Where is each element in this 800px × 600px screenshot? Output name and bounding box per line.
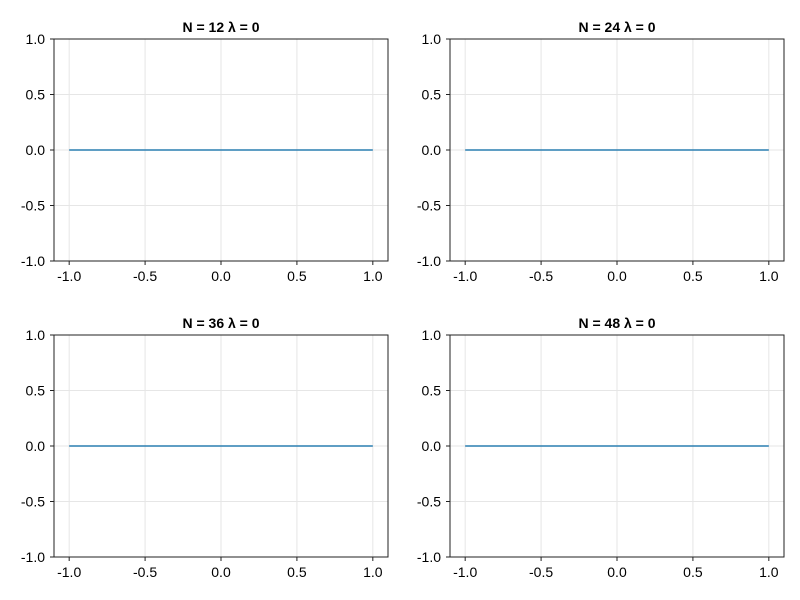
x-tick-label: -0.5: [133, 268, 157, 284]
y-tick-label: -0.5: [21, 494, 45, 510]
x-tick-label: -1.0: [453, 564, 477, 580]
x-tick-label: -0.5: [529, 564, 553, 580]
subplot-2: N = 24 λ = 0 -1.0 -0.5 0.0 0.5 1.0 -1.0 -0.5 0.…: [417, 19, 785, 284]
x-tick-label: 0.0: [607, 564, 627, 580]
subplot-title: N = 48 λ = 0: [578, 315, 655, 331]
y-tick-label: 0.0: [26, 142, 46, 158]
y-tick-label: 0.0: [26, 438, 46, 454]
y-tick-label: 1.0: [26, 31, 46, 47]
y-tick-label: -0.5: [21, 198, 45, 214]
x-tick-label: 1.0: [363, 268, 383, 284]
y-tick-label: 1.0: [26, 327, 46, 343]
x-tick-label: 1.0: [759, 268, 779, 284]
y-tick-label: 0.5: [422, 87, 442, 103]
y-tick-label: -0.5: [417, 198, 441, 214]
y-tick-label: 0.0: [422, 142, 442, 158]
y-tick-label: 0.5: [422, 383, 442, 399]
x-tick-label: 0.0: [211, 268, 231, 284]
x-tick-label: -1.0: [453, 268, 477, 284]
x-tick-label: -1.0: [57, 564, 81, 580]
y-tick-label: 0.0: [422, 438, 442, 454]
x-tick-label: -1.0: [57, 268, 81, 284]
y-tick-label: -1.0: [21, 253, 45, 269]
subplot-title: N = 36 λ = 0: [182, 315, 259, 331]
y-tick-label: 1.0: [422, 327, 442, 343]
x-tick-label: 0.0: [607, 268, 627, 284]
x-tick-label: 1.0: [759, 564, 779, 580]
x-tick-label: 0.5: [683, 564, 703, 580]
x-tick-label: 0.0: [211, 564, 231, 580]
y-tick-label: -0.5: [417, 494, 441, 510]
y-tick-label: 0.5: [26, 383, 46, 399]
y-tick-label: -1.0: [417, 549, 441, 565]
x-tick-label: 0.5: [683, 268, 703, 284]
x-tick-label: 0.5: [287, 268, 307, 284]
subplot-3: N = 36 λ = 0 -1.0 -0.5 0.0 0.5 1.0 -1.0 -0.5 0.…: [21, 315, 389, 580]
x-tick-label: 1.0: [363, 564, 383, 580]
y-tick-label: 1.0: [422, 31, 442, 47]
subplot-4: N = 48 λ = 0 -1.0 -0.5 0.0 0.5 1.0 -1.0 -0.5 0.…: [417, 315, 785, 580]
x-tick-label: 0.5: [287, 564, 307, 580]
y-tick-label: -1.0: [21, 549, 45, 565]
x-tick-label: -0.5: [529, 268, 553, 284]
y-tick-label: -1.0: [417, 253, 441, 269]
x-tick-label: -0.5: [133, 564, 157, 580]
subplot-title: N = 24 λ = 0: [578, 19, 655, 35]
subplot-title: N = 12 λ = 0: [182, 19, 259, 35]
subplot-1: N = 12 λ = 0 -1.0 -0.5 0.0 0.5 1.0 -1.0 -0.5 0.…: [21, 19, 389, 284]
y-tick-label: 0.5: [26, 87, 46, 103]
